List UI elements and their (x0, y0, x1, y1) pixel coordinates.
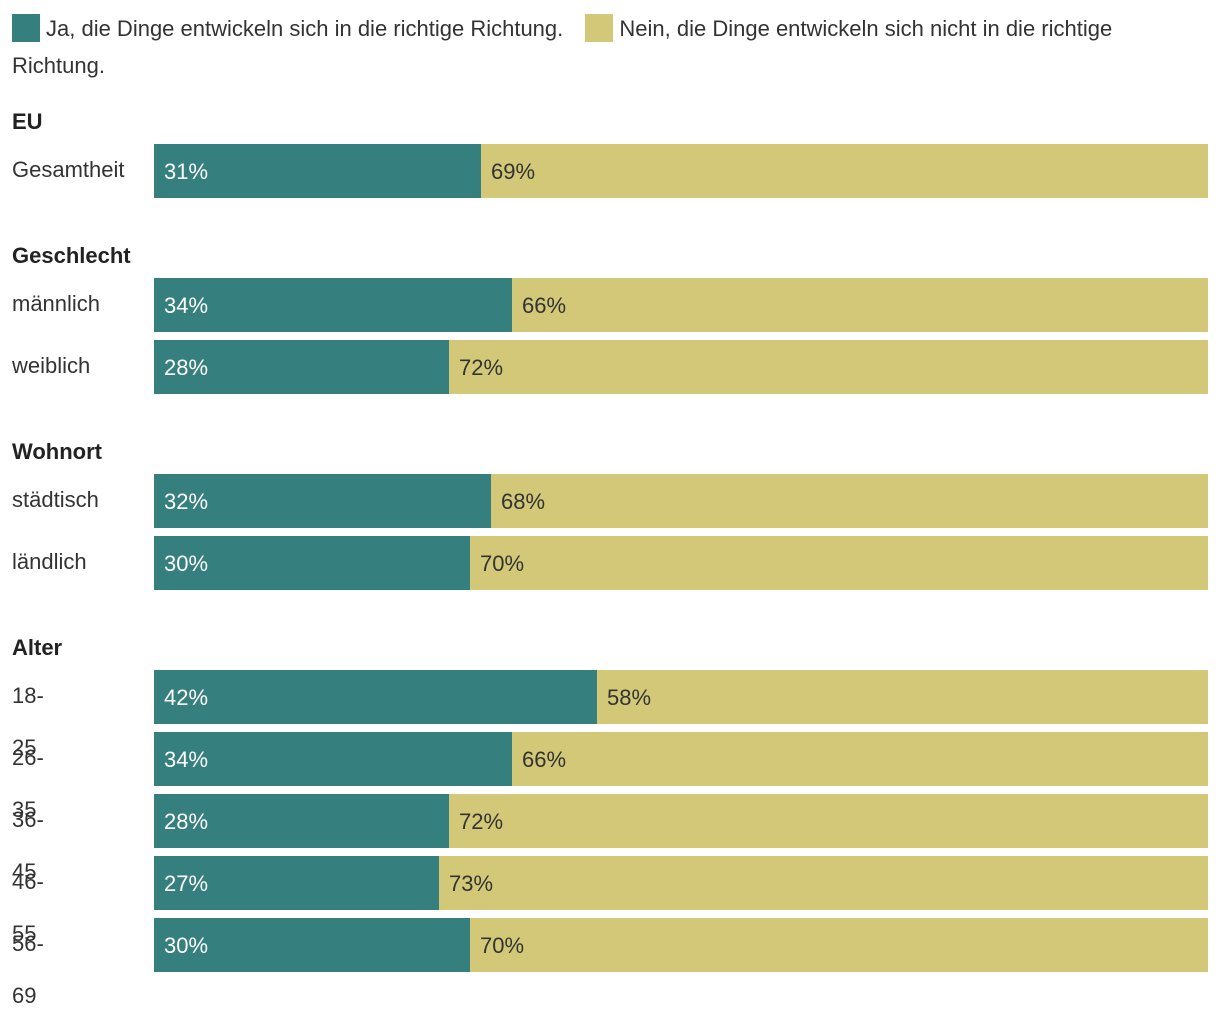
row-label-26-35: 26-35 (12, 745, 44, 822)
data-label-no-56-69: 70% (480, 933, 525, 958)
bar-segment-no-weiblich (449, 340, 1208, 394)
legend-label-no: Nein, die Dinge entwickeln sich nicht in… (12, 16, 1113, 78)
data-label-yes-ländlich: 30% (164, 551, 209, 576)
legend: Ja, die Dinge entwickeln sich in die ric… (12, 10, 1202, 84)
row-label-ländlich: ländlich (12, 549, 87, 574)
data-label-no-36-45: 72% (459, 809, 504, 834)
bar-segment-yes-36-45 (154, 794, 449, 848)
bar-segment-yes-städtisch (154, 474, 491, 528)
legend-label-yes: Ja, die Dinge entwickeln sich in die ric… (46, 16, 564, 41)
data-label-yes-männlich: 34% (164, 293, 209, 318)
bar-segment-no-56-69 (470, 918, 1208, 972)
bar-segment-yes-weiblich (154, 340, 449, 394)
bar-segment-no-26-35 (512, 732, 1208, 786)
data-label-no-46-55: 73% (449, 871, 494, 896)
bar-segment-yes-46-55 (154, 856, 439, 910)
bar-segment-no-städtisch (491, 474, 1208, 528)
data-label-yes-weiblich: 28% (164, 355, 209, 380)
row-label-weiblich: weiblich (12, 353, 91, 378)
bar-segment-no-46-55 (439, 856, 1208, 910)
bar-segment-yes-26-35 (154, 732, 512, 786)
data-label-no-ländlich: 70% (480, 551, 525, 576)
legend-swatch-yes (12, 14, 40, 42)
data-label-no-städtisch: 68% (501, 489, 546, 514)
bar-segment-yes-gesamtheit (154, 144, 481, 198)
bar-segment-yes-18-25 (154, 670, 597, 724)
group-title: Alter (12, 635, 63, 660)
bar-segment-yes-ländlich (154, 536, 470, 590)
row-label-männlich: männlich (12, 291, 101, 316)
data-label-yes-36-45: 28% (164, 809, 209, 834)
data-label-no-gesamtheit: 69% (491, 159, 536, 184)
data-label-yes-städtisch: 32% (164, 489, 209, 514)
bar-segment-no-ländlich (470, 536, 1208, 590)
legend-item-no: Nein, die Dinge entwickeln sich nicht in… (12, 14, 1113, 78)
bar-segment-no-gesamtheit (481, 144, 1208, 198)
data-label-yes-18-25: 42% (164, 685, 209, 710)
legend-item-yes: Ja, die Dinge entwickeln sich in die ric… (12, 14, 564, 42)
row-label-36-45: 36-45 (12, 807, 44, 884)
data-label-no-männlich: 66% (522, 293, 567, 318)
row-label-46-55: 46-55 (12, 869, 44, 946)
row-label-56-69: 56-69 (12, 931, 44, 1008)
row-label-gesamtheit: Gesamtheit (12, 157, 125, 182)
bar-segment-yes-männlich (154, 278, 512, 332)
legend-swatch-no (585, 14, 614, 42)
bar-segment-yes-56-69 (154, 918, 470, 972)
data-label-yes-46-55: 27% (164, 871, 209, 896)
group-title: Geschlecht (12, 243, 131, 268)
row-label-städtisch: städtisch (12, 487, 99, 512)
bar-segment-no-18-25 (597, 670, 1208, 724)
data-label-yes-gesamtheit: 31% (164, 159, 209, 184)
bar-segment-no-36-45 (449, 794, 1208, 848)
row-label-18-25: 18-25 (12, 683, 44, 760)
data-label-yes-56-69: 30% (164, 933, 209, 958)
group-title: EU (12, 109, 43, 134)
group-title: Wohnort (12, 439, 103, 464)
bar-segment-no-männlich (512, 278, 1208, 332)
data-label-no-26-35: 66% (522, 747, 567, 772)
data-label-no-weiblich: 72% (459, 355, 504, 380)
data-label-no-18-25: 58% (607, 685, 652, 710)
data-label-yes-26-35: 34% (164, 747, 209, 772)
